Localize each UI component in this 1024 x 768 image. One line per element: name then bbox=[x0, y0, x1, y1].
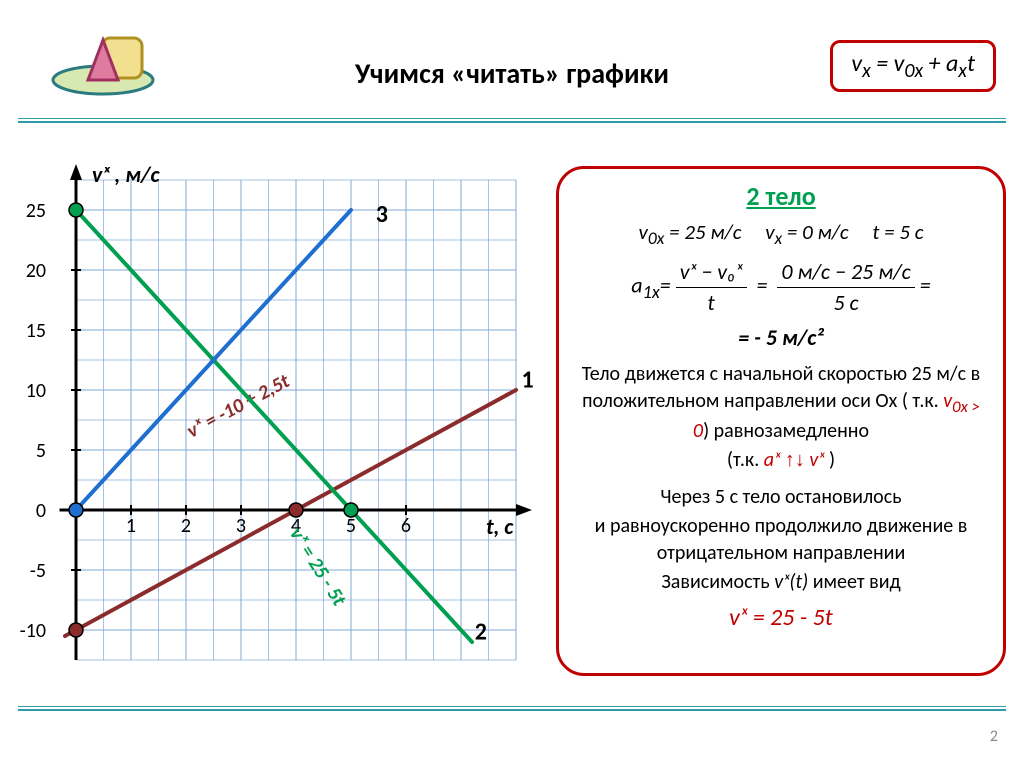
result-equation: vₓ = 25 - 5t bbox=[575, 602, 987, 634]
velocity-chart: 123456-10-50510152025vₓ , м/сt, с1vₓ = -… bbox=[12, 160, 542, 680]
svg-text:1: 1 bbox=[522, 366, 534, 395]
page-number: 2 bbox=[990, 727, 998, 746]
svg-text:1: 1 bbox=[126, 514, 136, 538]
initial-values: v0x = 25 м/с vx = 0 м/с t = 5 с bbox=[575, 218, 987, 251]
acceleration-result: = - 5 м/с² bbox=[575, 323, 987, 353]
description-2: (т.к. aₓ ↑↓ vₓ ) bbox=[575, 447, 987, 474]
svg-text:6: 6 bbox=[401, 514, 411, 538]
svg-text:vₓ , м/с: vₓ , м/с bbox=[92, 161, 160, 188]
panel-title: 2 тело bbox=[575, 179, 987, 214]
svg-text:5: 5 bbox=[36, 439, 46, 463]
svg-text:2: 2 bbox=[181, 514, 191, 538]
svg-text:0: 0 bbox=[36, 499, 46, 523]
svg-text:vₓ = 25 - 5t: vₓ = 25 - 5t bbox=[284, 523, 351, 611]
svg-text:2: 2 bbox=[475, 618, 487, 647]
main-formula: vx = v0x + axt bbox=[830, 40, 996, 92]
acceleration-calc: a1x= vₓ − v₀ₓt = 0 м/с − 25 м/с5 с = bbox=[575, 257, 987, 317]
solution-panel: 2 тело v0x = 25 м/с vx = 0 м/с t = 5 с a… bbox=[556, 166, 1006, 676]
description-3: Через 5 с тело остановилось bbox=[575, 484, 987, 511]
svg-text:t, с: t, с bbox=[486, 513, 514, 540]
description-5: Зависимость vₓ(t) имеет вид bbox=[575, 569, 987, 596]
svg-text:-5: -5 bbox=[30, 559, 46, 583]
divider-top bbox=[18, 118, 1006, 119]
svg-text:20: 20 bbox=[26, 259, 46, 283]
divider-bottom bbox=[18, 706, 1006, 707]
description-1: Тело движется с начальной скоростью 25 м… bbox=[575, 361, 987, 446]
svg-text:3: 3 bbox=[236, 514, 246, 538]
description-4: и равноускоренно продолжило движение в о… bbox=[575, 513, 987, 567]
svg-text:3: 3 bbox=[376, 200, 388, 229]
svg-text:-10: -10 bbox=[20, 619, 46, 643]
svg-text:25: 25 bbox=[26, 199, 46, 223]
svg-text:10: 10 bbox=[26, 379, 46, 403]
svg-text:15: 15 bbox=[26, 319, 46, 343]
